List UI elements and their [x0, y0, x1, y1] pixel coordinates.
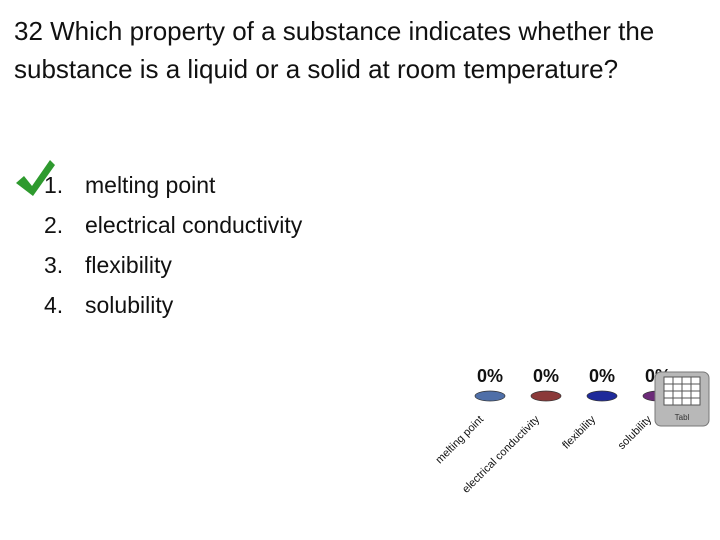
option-number: 1. — [44, 172, 64, 198]
bar — [530, 390, 562, 402]
x-tick-label: flexibility — [560, 413, 598, 451]
value-label: 0% — [477, 366, 503, 386]
option-text: flexibility — [85, 252, 172, 278]
icon-label: Tabl — [675, 413, 690, 422]
value-label: 0% — [589, 366, 615, 386]
value-label: 0% — [533, 366, 559, 386]
bar — [586, 390, 618, 402]
x-tick-label: solubility — [616, 413, 655, 452]
table-icon: Tabl — [654, 371, 710, 427]
option-number: 2. — [44, 212, 64, 238]
option-number: 4. — [44, 292, 64, 318]
x-tick-label: melting point — [434, 414, 487, 467]
option-text: electrical conductivity — [85, 212, 303, 238]
option-text: solubility — [85, 292, 174, 318]
correct-check — [16, 160, 55, 196]
question: 32 Which property of a substance indicat… — [14, 16, 655, 84]
bar — [474, 390, 506, 402]
icon-grid-lines — [664, 377, 700, 405]
option-text: melting point — [85, 172, 216, 198]
option-number: 3. — [44, 252, 64, 278]
